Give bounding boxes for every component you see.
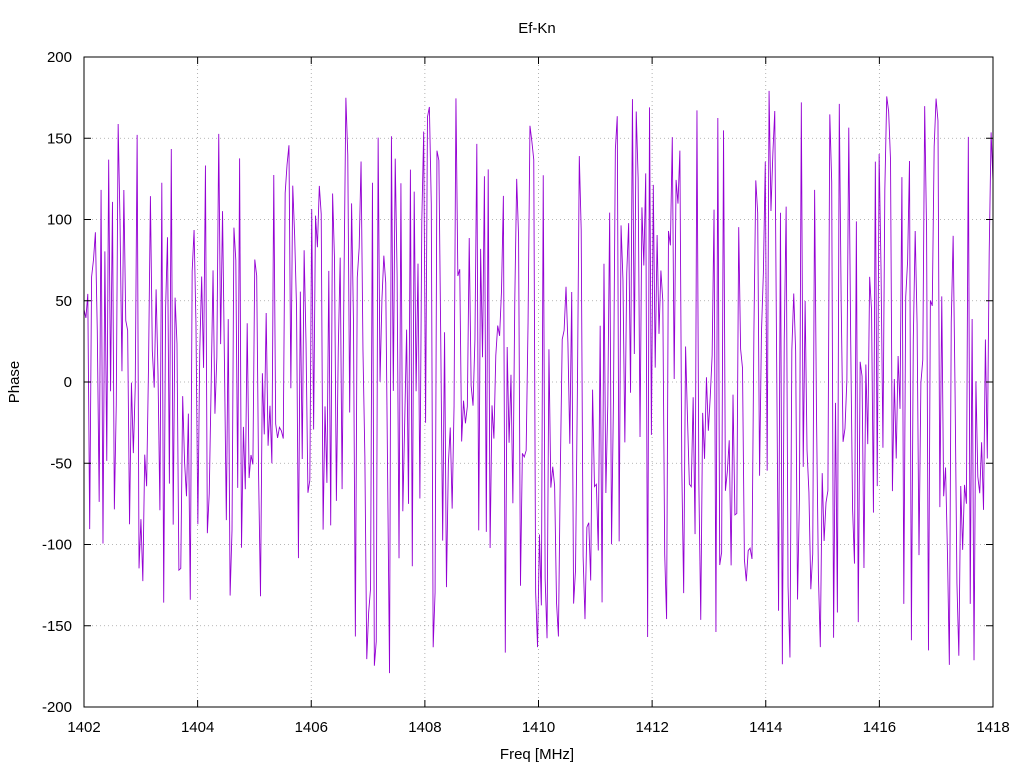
x-tick-label: 1412 bbox=[635, 719, 668, 736]
x-tick-label: 1406 bbox=[295, 719, 328, 736]
y-tick-label: 200 bbox=[47, 49, 72, 66]
y-tick-labels: -200 -150 -100 -50 0 50 100 150 200 bbox=[42, 49, 72, 716]
y-tick-label: 0 bbox=[64, 374, 72, 391]
x-tick-label: 1408 bbox=[408, 719, 441, 736]
chart-title: Ef-Kn bbox=[518, 20, 556, 37]
y-tick-label: -100 bbox=[42, 537, 72, 554]
phase-line bbox=[83, 90, 994, 674]
x-tick-label: 1414 bbox=[749, 719, 782, 736]
x-axis-title: Freq [MHz] bbox=[500, 746, 574, 763]
x-tick-labels: 1402 1404 1406 1408 1410 1412 1414 1416 1418 bbox=[67, 719, 1009, 736]
y-tick-label: -200 bbox=[42, 699, 72, 716]
y-tick-label: 50 bbox=[55, 293, 72, 310]
y-axis-title: Phase bbox=[6, 361, 23, 404]
x-tick-label: 1418 bbox=[976, 719, 1009, 736]
y-tick-label: -50 bbox=[50, 455, 72, 472]
x-tick-label: 1416 bbox=[863, 719, 896, 736]
y-tick-label: 100 bbox=[47, 212, 72, 229]
x-tick-label: 1402 bbox=[67, 719, 100, 736]
y-tick-label: -150 bbox=[42, 618, 72, 635]
y-tick-label: 150 bbox=[47, 130, 72, 147]
x-tick-label: 1404 bbox=[181, 719, 214, 736]
x-tick-label: 1410 bbox=[522, 719, 555, 736]
axis-ticks bbox=[83, 56, 994, 708]
phase-series bbox=[83, 90, 994, 674]
